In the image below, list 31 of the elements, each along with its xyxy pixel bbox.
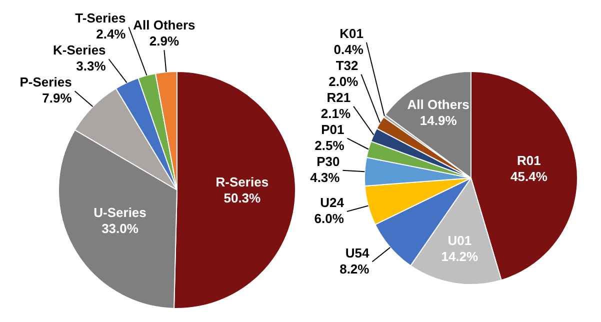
- slice-label: P30: [316, 154, 340, 169]
- slice-label: U54: [345, 245, 370, 260]
- data-label: 14.2%: [441, 249, 479, 264]
- data-label: 2.0%: [328, 74, 359, 89]
- slice-label: K01: [340, 26, 364, 41]
- slice-label: T-Series: [75, 10, 126, 26]
- data-label: 2.4%: [96, 26, 126, 42]
- data-label: 33.0%: [102, 221, 139, 236]
- data-label: 8.2%: [340, 261, 370, 276]
- data-label: 4.3%: [310, 170, 340, 185]
- slice-label: All Others: [133, 18, 196, 33]
- slice-label: U24: [320, 195, 345, 210]
- data-label: 6.0%: [314, 211, 344, 226]
- slice-label: All Others: [407, 96, 470, 112]
- slice-label: U01: [448, 233, 472, 248]
- slice-label: K-Series: [53, 42, 106, 58]
- data-label: 0.4%: [334, 42, 364, 57]
- slice-label: P-Series: [20, 74, 72, 90]
- slice-label: R01: [517, 153, 541, 168]
- slice-label: R21: [326, 90, 351, 105]
- data-label: 2.9%: [149, 34, 180, 49]
- slice-label: R-Series: [216, 174, 269, 190]
- slice-label: P01: [321, 122, 344, 137]
- data-label: 2.1%: [320, 106, 351, 121]
- slice-label: U-Series: [94, 205, 146, 220]
- slice-label: T32: [336, 58, 358, 73]
- data-label: 3.3%: [76, 58, 106, 74]
- data-label: 45.4%: [510, 169, 548, 184]
- data-label: 2.5%: [314, 138, 345, 153]
- data-label: 50.3%: [224, 190, 262, 206]
- data-label: 7.9%: [42, 90, 72, 106]
